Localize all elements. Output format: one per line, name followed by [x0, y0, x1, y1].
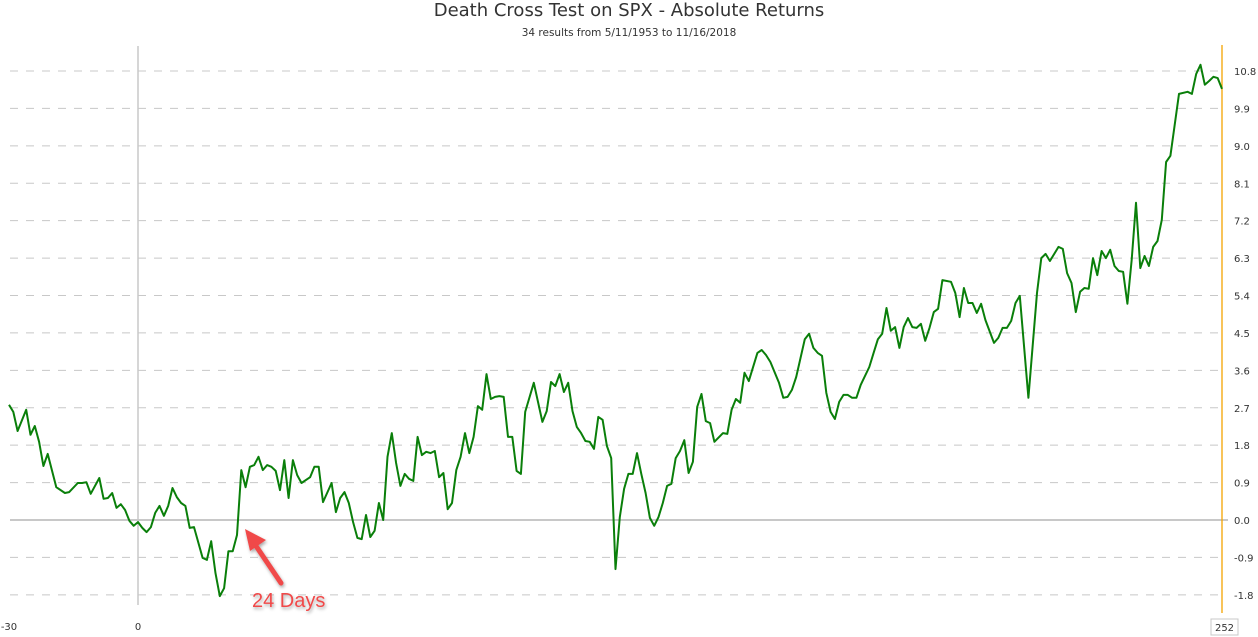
- y-tick-label: 0.0: [1234, 516, 1250, 527]
- y-tick-label: 8.1: [1234, 179, 1250, 190]
- series-line: [8, 63, 1223, 598]
- chart-subtitle: 34 results from 5/11/1953 to 11/16/2018: [521, 27, 737, 39]
- y-tick-label: 1.8: [1234, 441, 1250, 452]
- y-tick-label: 6.3: [1234, 254, 1250, 265]
- chart-title: Death Cross Test on SPX - Absolute Retur…: [433, 0, 825, 21]
- x-tick-label: 0: [135, 622, 141, 633]
- y-axis-ticks: -1.8 -0.9 0.0 0.9 1.8 2.7 3.6 4.5 5.4 6.3 7.2 8.1 9.…: [1234, 67, 1256, 602]
- y-tick-label: 4.5: [1234, 329, 1250, 340]
- x-crosshair-label: 252: [1215, 623, 1234, 634]
- annotation-label: 24 Days: [252, 590, 325, 612]
- y-tick-label: 9.9: [1234, 104, 1250, 115]
- y-tick-label: 5.4: [1234, 292, 1250, 303]
- x-tick-label: -30: [1, 622, 17, 633]
- y-tick-label: -0.9: [1234, 553, 1254, 564]
- y-tick-label: 3.6: [1234, 366, 1250, 377]
- y-tick-label: 9.0: [1234, 142, 1250, 153]
- y-tick-label: -1.8: [1234, 591, 1254, 602]
- y-tick-label: 2.7: [1234, 404, 1250, 415]
- y-tick-label: 10.8: [1234, 67, 1256, 78]
- y-tick-label: 7.2: [1234, 217, 1250, 228]
- annotation-arrow: [245, 529, 284, 586]
- x-crosshair-box: [1210, 618, 1239, 636]
- y-tick-label: 0.9: [1234, 479, 1250, 490]
